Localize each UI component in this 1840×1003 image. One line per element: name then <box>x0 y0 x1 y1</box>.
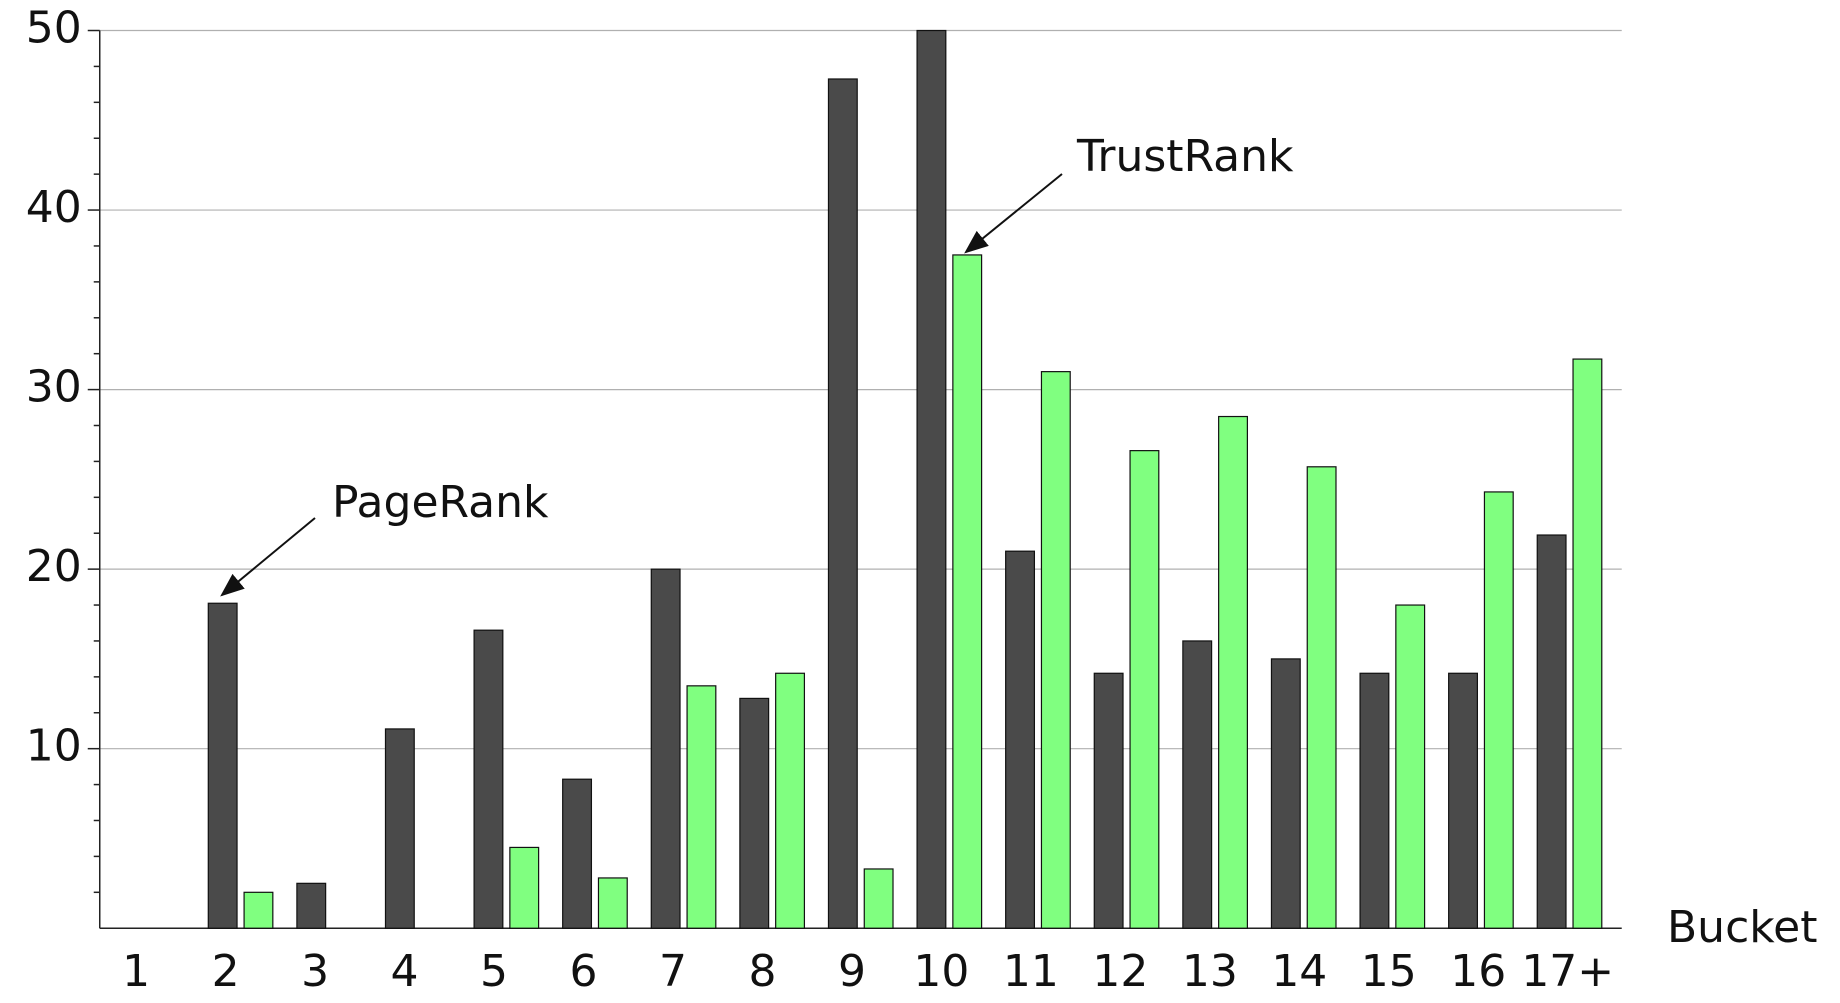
y-tick-label: 50 <box>26 3 82 54</box>
x-tick-label: 13 <box>1182 946 1238 997</box>
x-tick-label: 15 <box>1361 946 1417 997</box>
x-tick-label: 16 <box>1450 946 1506 997</box>
bar <box>562 778 593 929</box>
x-tick-label: 4 <box>391 946 419 997</box>
x-tick-label: 1 <box>122 946 150 997</box>
bar <box>916 29 947 929</box>
bar <box>1093 672 1124 929</box>
bar <box>1005 550 1036 929</box>
x-tick-label: 12 <box>1092 946 1148 997</box>
bar <box>473 629 504 929</box>
bar <box>509 846 540 929</box>
x-tick-label: 2 <box>212 946 240 997</box>
x-tick-label: 17+ <box>1521 946 1614 997</box>
x-tick-label: 5 <box>480 946 508 997</box>
x-axis-label: Bucket <box>1667 902 1818 953</box>
bar <box>1182 640 1213 929</box>
bar <box>597 877 628 929</box>
bar <box>1306 466 1337 929</box>
x-tick-label: 9 <box>838 946 866 997</box>
bar <box>384 728 415 929</box>
bar <box>686 685 717 929</box>
bar <box>952 254 983 929</box>
bar <box>1536 534 1567 929</box>
bar <box>863 868 894 929</box>
y-tick-label: 30 <box>26 362 82 413</box>
x-tick-label: 10 <box>913 946 969 997</box>
bar <box>1395 604 1426 929</box>
x-tick-label: 8 <box>748 946 776 997</box>
x-tick-label: 14 <box>1271 946 1327 997</box>
y-tick-label: 10 <box>26 721 82 772</box>
bar <box>1483 491 1514 929</box>
bar <box>827 78 858 929</box>
bar <box>1572 358 1603 929</box>
bar <box>1218 415 1248 929</box>
bar <box>1040 371 1071 929</box>
bar <box>739 697 770 929</box>
bar <box>243 891 274 929</box>
annotation-arrow <box>964 173 1063 254</box>
x-tick-label: 3 <box>301 946 329 997</box>
series-annotation: TrustRank <box>1076 131 1294 182</box>
bar <box>296 882 327 929</box>
bar <box>650 568 681 929</box>
bar <box>1129 450 1160 929</box>
bar <box>1270 658 1301 929</box>
x-tick-label: 11 <box>1003 946 1059 997</box>
bar <box>207 602 238 929</box>
y-tick-label: 40 <box>26 182 82 233</box>
x-tick-label: 7 <box>659 946 687 997</box>
annotation-arrow <box>220 517 316 597</box>
x-tick-label: 6 <box>570 946 598 997</box>
bar <box>775 672 806 929</box>
series-annotation: PageRank <box>332 477 549 528</box>
bar <box>1448 672 1478 929</box>
bar <box>1359 672 1390 929</box>
y-tick-label: 20 <box>26 541 82 592</box>
